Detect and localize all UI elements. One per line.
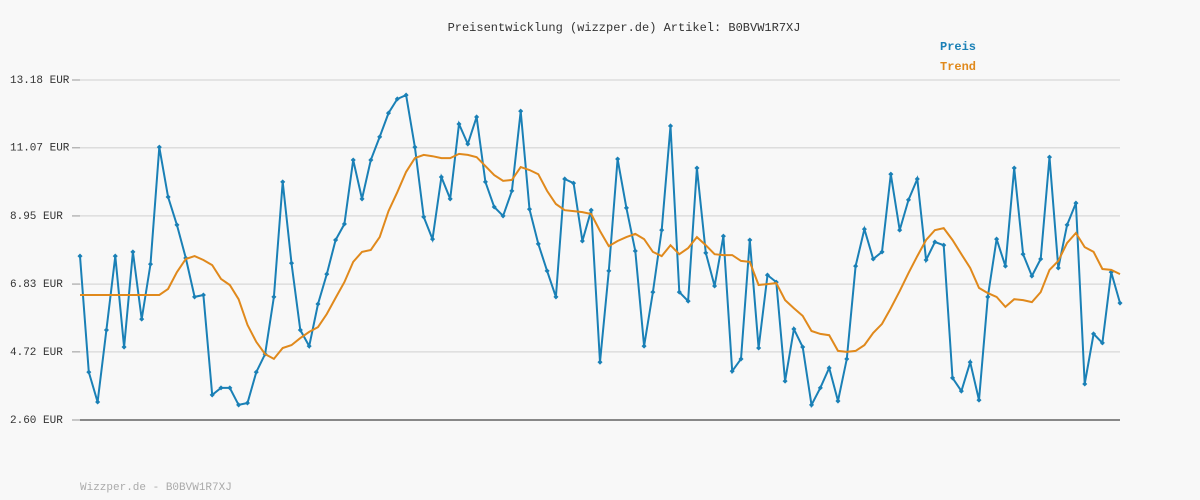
point-marker [641, 343, 647, 349]
point-marker [817, 385, 823, 391]
point-marker [288, 260, 295, 266]
point-marker [324, 271, 330, 277]
series-line [80, 152, 1121, 361]
point-marker [95, 399, 101, 405]
point-marker [156, 144, 162, 150]
point-marker [764, 272, 771, 278]
point-marker [341, 221, 347, 227]
point-marker [200, 292, 206, 298]
point-marker [1038, 256, 1044, 262]
point-marker [588, 207, 594, 213]
point-marker [192, 294, 198, 300]
legend-label: Trend [940, 60, 976, 74]
point-marker [879, 249, 885, 255]
point-marker [1046, 154, 1053, 160]
y-tick-label: 6.83 EUR [10, 279, 63, 291]
y-tick-label: 11.07 EUR [10, 143, 70, 155]
y-tick-label: 8.95 EUR [10, 211, 63, 223]
point-marker [949, 375, 956, 381]
point-marker [729, 368, 735, 374]
point-marker [1082, 381, 1088, 387]
point-marker [218, 385, 224, 391]
point-marker [1073, 200, 1079, 206]
point-marker [209, 392, 215, 398]
point-marker [676, 289, 682, 295]
point-marker [297, 327, 303, 333]
point-marker [280, 179, 286, 185]
point-marker [147, 261, 154, 267]
point-marker [236, 402, 242, 408]
point-marker [791, 326, 797, 332]
point-marker [121, 344, 127, 350]
point-marker [1117, 300, 1123, 306]
point-marker [553, 294, 559, 300]
point-marker [227, 385, 233, 391]
point-marker [870, 256, 876, 262]
point-marker [888, 171, 894, 177]
point-marker [306, 343, 312, 349]
y-tick-label: 13.18 EUR [10, 75, 70, 87]
point-marker [703, 250, 709, 256]
point-marker [368, 157, 374, 163]
chart-title: Preisentwicklung (wizzper.de) Artikel: B… [448, 21, 801, 35]
point-marker [271, 294, 277, 300]
y-tick-label: 2.60 EUR [10, 415, 63, 427]
point-marker [958, 388, 964, 394]
point-marker [438, 174, 444, 180]
point-marker [606, 268, 612, 274]
point-marker [1020, 251, 1026, 257]
point-marker [491, 204, 497, 210]
legend-label: Preis [940, 40, 976, 54]
point-marker [897, 227, 903, 233]
point-marker [650, 289, 656, 295]
point-marker [174, 222, 180, 228]
point-marker [139, 316, 145, 322]
point-marker [412, 144, 418, 150]
point-marker [853, 263, 859, 269]
footer: Wizzper.de - B0BVW1R7XJ [80, 482, 232, 494]
point-marker [1002, 263, 1008, 269]
point-marker [835, 398, 841, 404]
point-marker [738, 356, 744, 362]
point-marker [1055, 265, 1061, 271]
point-marker [1064, 222, 1070, 228]
point-marker [130, 249, 136, 255]
point-marker [659, 227, 665, 233]
point-marker [429, 236, 436, 242]
point-marker [377, 134, 383, 140]
point-marker [350, 157, 356, 163]
point-marker [465, 141, 471, 147]
point-marker [253, 369, 259, 375]
point-marker [800, 344, 806, 350]
point-marker [315, 301, 321, 307]
point-marker [967, 359, 973, 365]
point-marker [165, 194, 171, 200]
point-marker [1029, 273, 1035, 279]
point-marker [597, 359, 603, 365]
point-marker [562, 176, 568, 182]
point-marker [932, 239, 938, 245]
point-marker [500, 213, 506, 219]
point-marker [544, 268, 550, 274]
point-marker [244, 400, 251, 406]
y-tick-label: 4.72 EUR [10, 347, 63, 359]
point-marker [923, 257, 929, 263]
